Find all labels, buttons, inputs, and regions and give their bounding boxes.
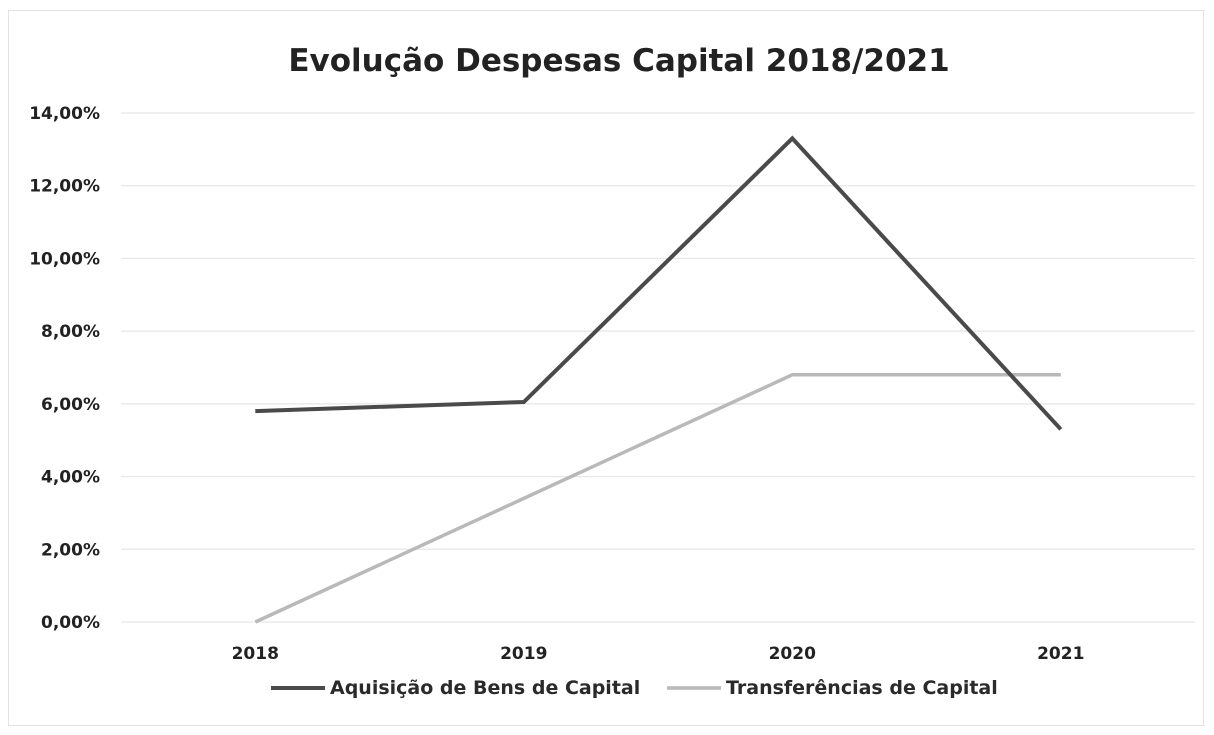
x-tick-label: 2021 [1037,644,1084,664]
y-tick-label: 14,00% [29,104,100,124]
legend-label: Aquisição de Bens de Capital [330,677,640,699]
y-tick-label: 2,00% [41,540,100,560]
x-tick-label: 2018 [232,644,279,664]
y-tick-label: 4,00% [41,468,100,488]
series-lines [254,135,1063,624]
gridlines [121,112,1195,623]
y-tick-label: 8,00% [41,322,100,342]
legend-label: Transferências de Capital [726,677,998,699]
legend: Aquisição de Bens de Capital Transferênci… [271,677,998,699]
line-chart: Evolução Despesas Capital 2018/2021 0,00… [29,43,1195,699]
x-tick-label: 2019 [500,644,547,664]
chart-frame: Evolução Despesas Capital 2018/2021 0,00… [8,10,1204,726]
chart-title: Evolução Despesas Capital 2018/2021 [288,43,949,79]
x-axis-ticks: 2018 2019 2020 2021 [232,644,1085,664]
y-axis-ticks: 0,00% 2,00% 4,00% 6,00% 8,00% 10,00% 12,00% 14,… [29,104,100,633]
series-line-2 [254,373,1061,624]
series-line-1 [255,135,1063,431]
y-tick-label: 10,00% [29,249,100,269]
y-tick-label: 0,00% [41,613,100,633]
x-tick-label: 2020 [769,644,816,664]
y-tick-label: 12,00% [29,177,100,197]
y-tick-label: 6,00% [41,395,100,415]
